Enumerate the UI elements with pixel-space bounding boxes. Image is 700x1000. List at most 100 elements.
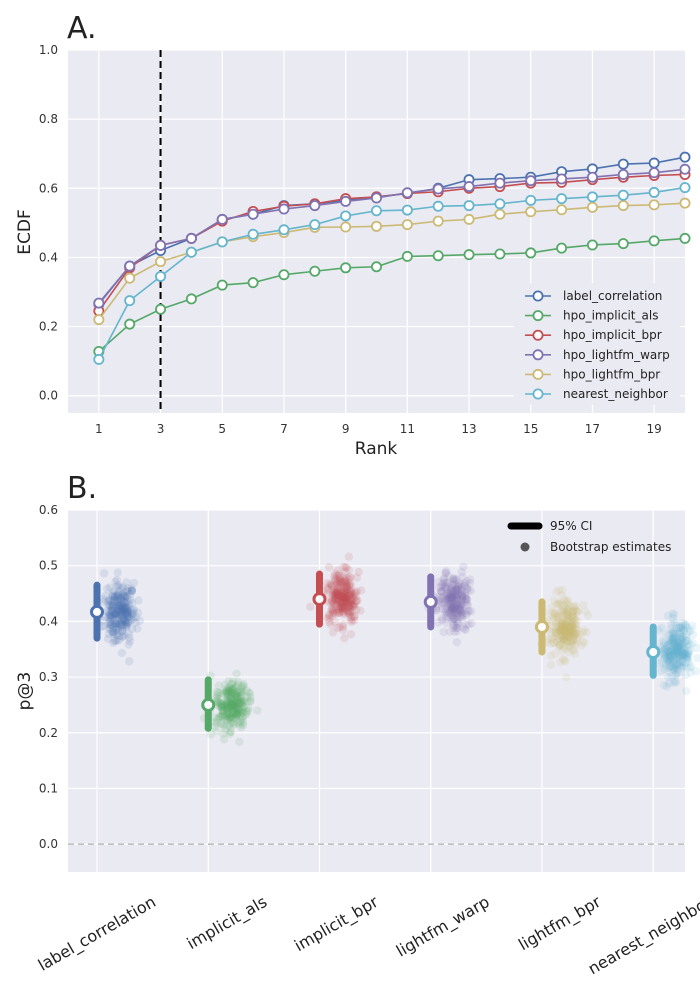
bootstrap-estimate <box>560 595 569 605</box>
bootstrap-estimate <box>222 696 231 705</box>
bootstrap-estimate <box>446 603 456 612</box>
bootstrap-estimate <box>550 627 560 636</box>
bootstrap-estimate <box>569 627 578 637</box>
bootstrap-estimate <box>351 588 360 597</box>
bootstrap-estimate <box>670 665 679 674</box>
bootstrap-estimate <box>120 616 130 625</box>
bootstrap-estimate <box>219 689 228 699</box>
bootstrap-estimate <box>672 638 681 647</box>
bootstrap-estimate <box>571 622 581 632</box>
bootstrap-estimate <box>560 619 570 628</box>
bootstrap-estimate <box>329 599 339 608</box>
bootstrap-estimate <box>677 648 687 657</box>
bootstrap-estimate <box>235 737 244 747</box>
bootstrap-estimate <box>231 702 241 711</box>
bootstrap-estimate <box>122 591 132 601</box>
bootstrap-estimate <box>455 608 465 617</box>
bootstrap-estimate <box>564 623 574 632</box>
bootstrap-estimate <box>215 711 225 721</box>
bootstrap-estimate <box>338 578 347 587</box>
bootstrap-estimate <box>457 591 466 601</box>
bootstrap-estimate <box>217 702 227 712</box>
bootstrap-estimate <box>125 657 134 666</box>
bootstrap-estimate <box>346 586 356 595</box>
bootstrap-estimate <box>115 587 124 596</box>
panel-b-ytick-label: 0.3 <box>39 670 58 684</box>
bootstrap-estimate <box>659 645 669 654</box>
bootstrap-estimate <box>115 603 124 613</box>
bootstrap-estimate <box>342 580 351 589</box>
bootstrap-estimate <box>232 669 241 678</box>
bootstrap-estimate <box>236 708 246 718</box>
bootstrap-estimate <box>453 587 462 596</box>
bootstrap-estimate <box>680 653 690 662</box>
bootstrap-estimate <box>442 606 451 616</box>
bootstrap-estimate <box>224 710 233 719</box>
bootstrap-estimate <box>676 635 685 644</box>
bootstrap-estimate <box>217 712 227 721</box>
ci-lightfm_bpr <box>534 598 549 656</box>
bootstrap-estimate <box>345 591 355 600</box>
bootstrap-estimate <box>229 701 238 710</box>
bootstrap-estimate <box>210 717 220 727</box>
bootstrap-estimate <box>569 602 578 611</box>
bootstrap-estimate <box>237 715 246 725</box>
bootstrap-estimate <box>457 612 466 622</box>
panel-b-ytick-label: 0.5 <box>39 559 58 573</box>
mean-marker <box>646 645 661 660</box>
bootstrap-estimate <box>235 704 245 714</box>
bootstrap-estimate <box>219 721 228 730</box>
bootstrap-estimate <box>451 580 460 589</box>
bootstrap-estimate <box>684 658 693 667</box>
bootstrap-estimate <box>559 605 568 614</box>
bootstrap-estimate <box>229 718 238 727</box>
bootstrap-estimate <box>667 646 676 656</box>
bootstrap-estimate <box>118 623 127 632</box>
bootstrap-estimate <box>345 573 354 582</box>
bootstrap-estimate <box>114 610 124 619</box>
bootstrap-estimate <box>547 634 557 643</box>
bootstrap-estimate <box>446 592 456 601</box>
data-point <box>617 168 629 180</box>
bootstrap-estimate <box>232 709 242 718</box>
bootstrap-estimate <box>231 691 240 700</box>
bootstrap-estimate <box>444 595 454 604</box>
bootstrap-estimate <box>105 600 114 610</box>
bootstrap-estimate <box>671 662 680 672</box>
bootstrap-estimate <box>565 622 574 631</box>
bootstrap-estimate <box>442 611 451 620</box>
bootstrap-estimate <box>438 580 447 589</box>
bootstrap-estimate <box>108 606 117 616</box>
bootstrap-estimate <box>566 637 575 647</box>
data-point <box>556 204 568 216</box>
bootstrap-estimate <box>356 606 365 615</box>
bootstrap-estimate <box>232 691 241 700</box>
bootstrap-estimate <box>350 611 359 621</box>
bootstrap-estimate <box>342 593 351 602</box>
bootstrap-estimate <box>675 637 685 647</box>
bootstrap-estimate <box>333 587 343 596</box>
bootstrap-estimate <box>560 644 569 654</box>
data-point <box>463 181 475 193</box>
data-point <box>155 303 167 315</box>
ci-implicit_bpr <box>312 570 327 628</box>
bootstrap-estimate <box>556 626 565 636</box>
bootstrap-estimate <box>668 665 677 674</box>
bootstrap-estimate <box>669 634 678 643</box>
bootstrap-estimate <box>442 579 451 588</box>
bootstrap-estimate <box>454 612 463 621</box>
bootstrap-estimate <box>346 594 355 603</box>
bootstrap-estimate <box>237 723 246 732</box>
bootstrap-estimate <box>440 607 449 617</box>
bootstrap-estimate <box>343 589 353 598</box>
bootstrap-estimate <box>565 632 575 642</box>
bootstrap-estimate <box>443 600 452 610</box>
bootstrap-estimate <box>333 566 342 575</box>
bootstrap-estimate <box>111 610 120 619</box>
bootstrap-estimate <box>237 698 246 707</box>
bootstrap-estimate <box>342 577 351 586</box>
bootstrap-estimate <box>561 608 570 618</box>
bootstrap-estimate <box>212 718 221 727</box>
bootstrap-estimate <box>667 633 677 642</box>
bootstrap-estimate <box>452 601 461 610</box>
